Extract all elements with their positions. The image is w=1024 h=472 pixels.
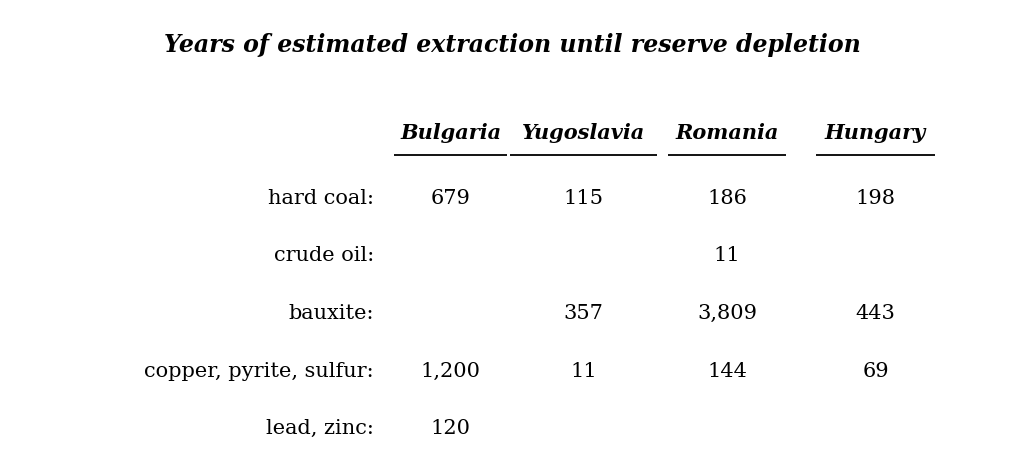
Text: 11: 11 — [570, 362, 597, 380]
Text: 69: 69 — [862, 362, 889, 380]
Text: 679: 679 — [431, 189, 470, 208]
Text: lead, zinc:: lead, zinc: — [266, 419, 374, 438]
Text: copper, pyrite, sulfur:: copper, pyrite, sulfur: — [144, 362, 374, 380]
Text: Hungary: Hungary — [825, 123, 926, 143]
Text: 186: 186 — [708, 189, 746, 208]
Text: 3,809: 3,809 — [697, 304, 757, 323]
Text: 443: 443 — [856, 304, 895, 323]
Text: 120: 120 — [430, 419, 471, 438]
Text: 115: 115 — [563, 189, 604, 208]
Text: Bulgaria: Bulgaria — [400, 123, 501, 143]
Text: bauxite:: bauxite: — [289, 304, 374, 323]
Text: 144: 144 — [708, 362, 746, 380]
Text: 11: 11 — [714, 246, 740, 265]
Text: Yugoslavia: Yugoslavia — [522, 123, 645, 143]
Text: Romania: Romania — [676, 123, 778, 143]
Text: crude oil:: crude oil: — [273, 246, 374, 265]
Text: 1,200: 1,200 — [421, 362, 480, 380]
Text: 357: 357 — [564, 304, 603, 323]
Text: 198: 198 — [855, 189, 896, 208]
Text: Years of estimated extraction until reserve depletion: Years of estimated extraction until rese… — [164, 33, 860, 57]
Text: hard coal:: hard coal: — [267, 189, 374, 208]
